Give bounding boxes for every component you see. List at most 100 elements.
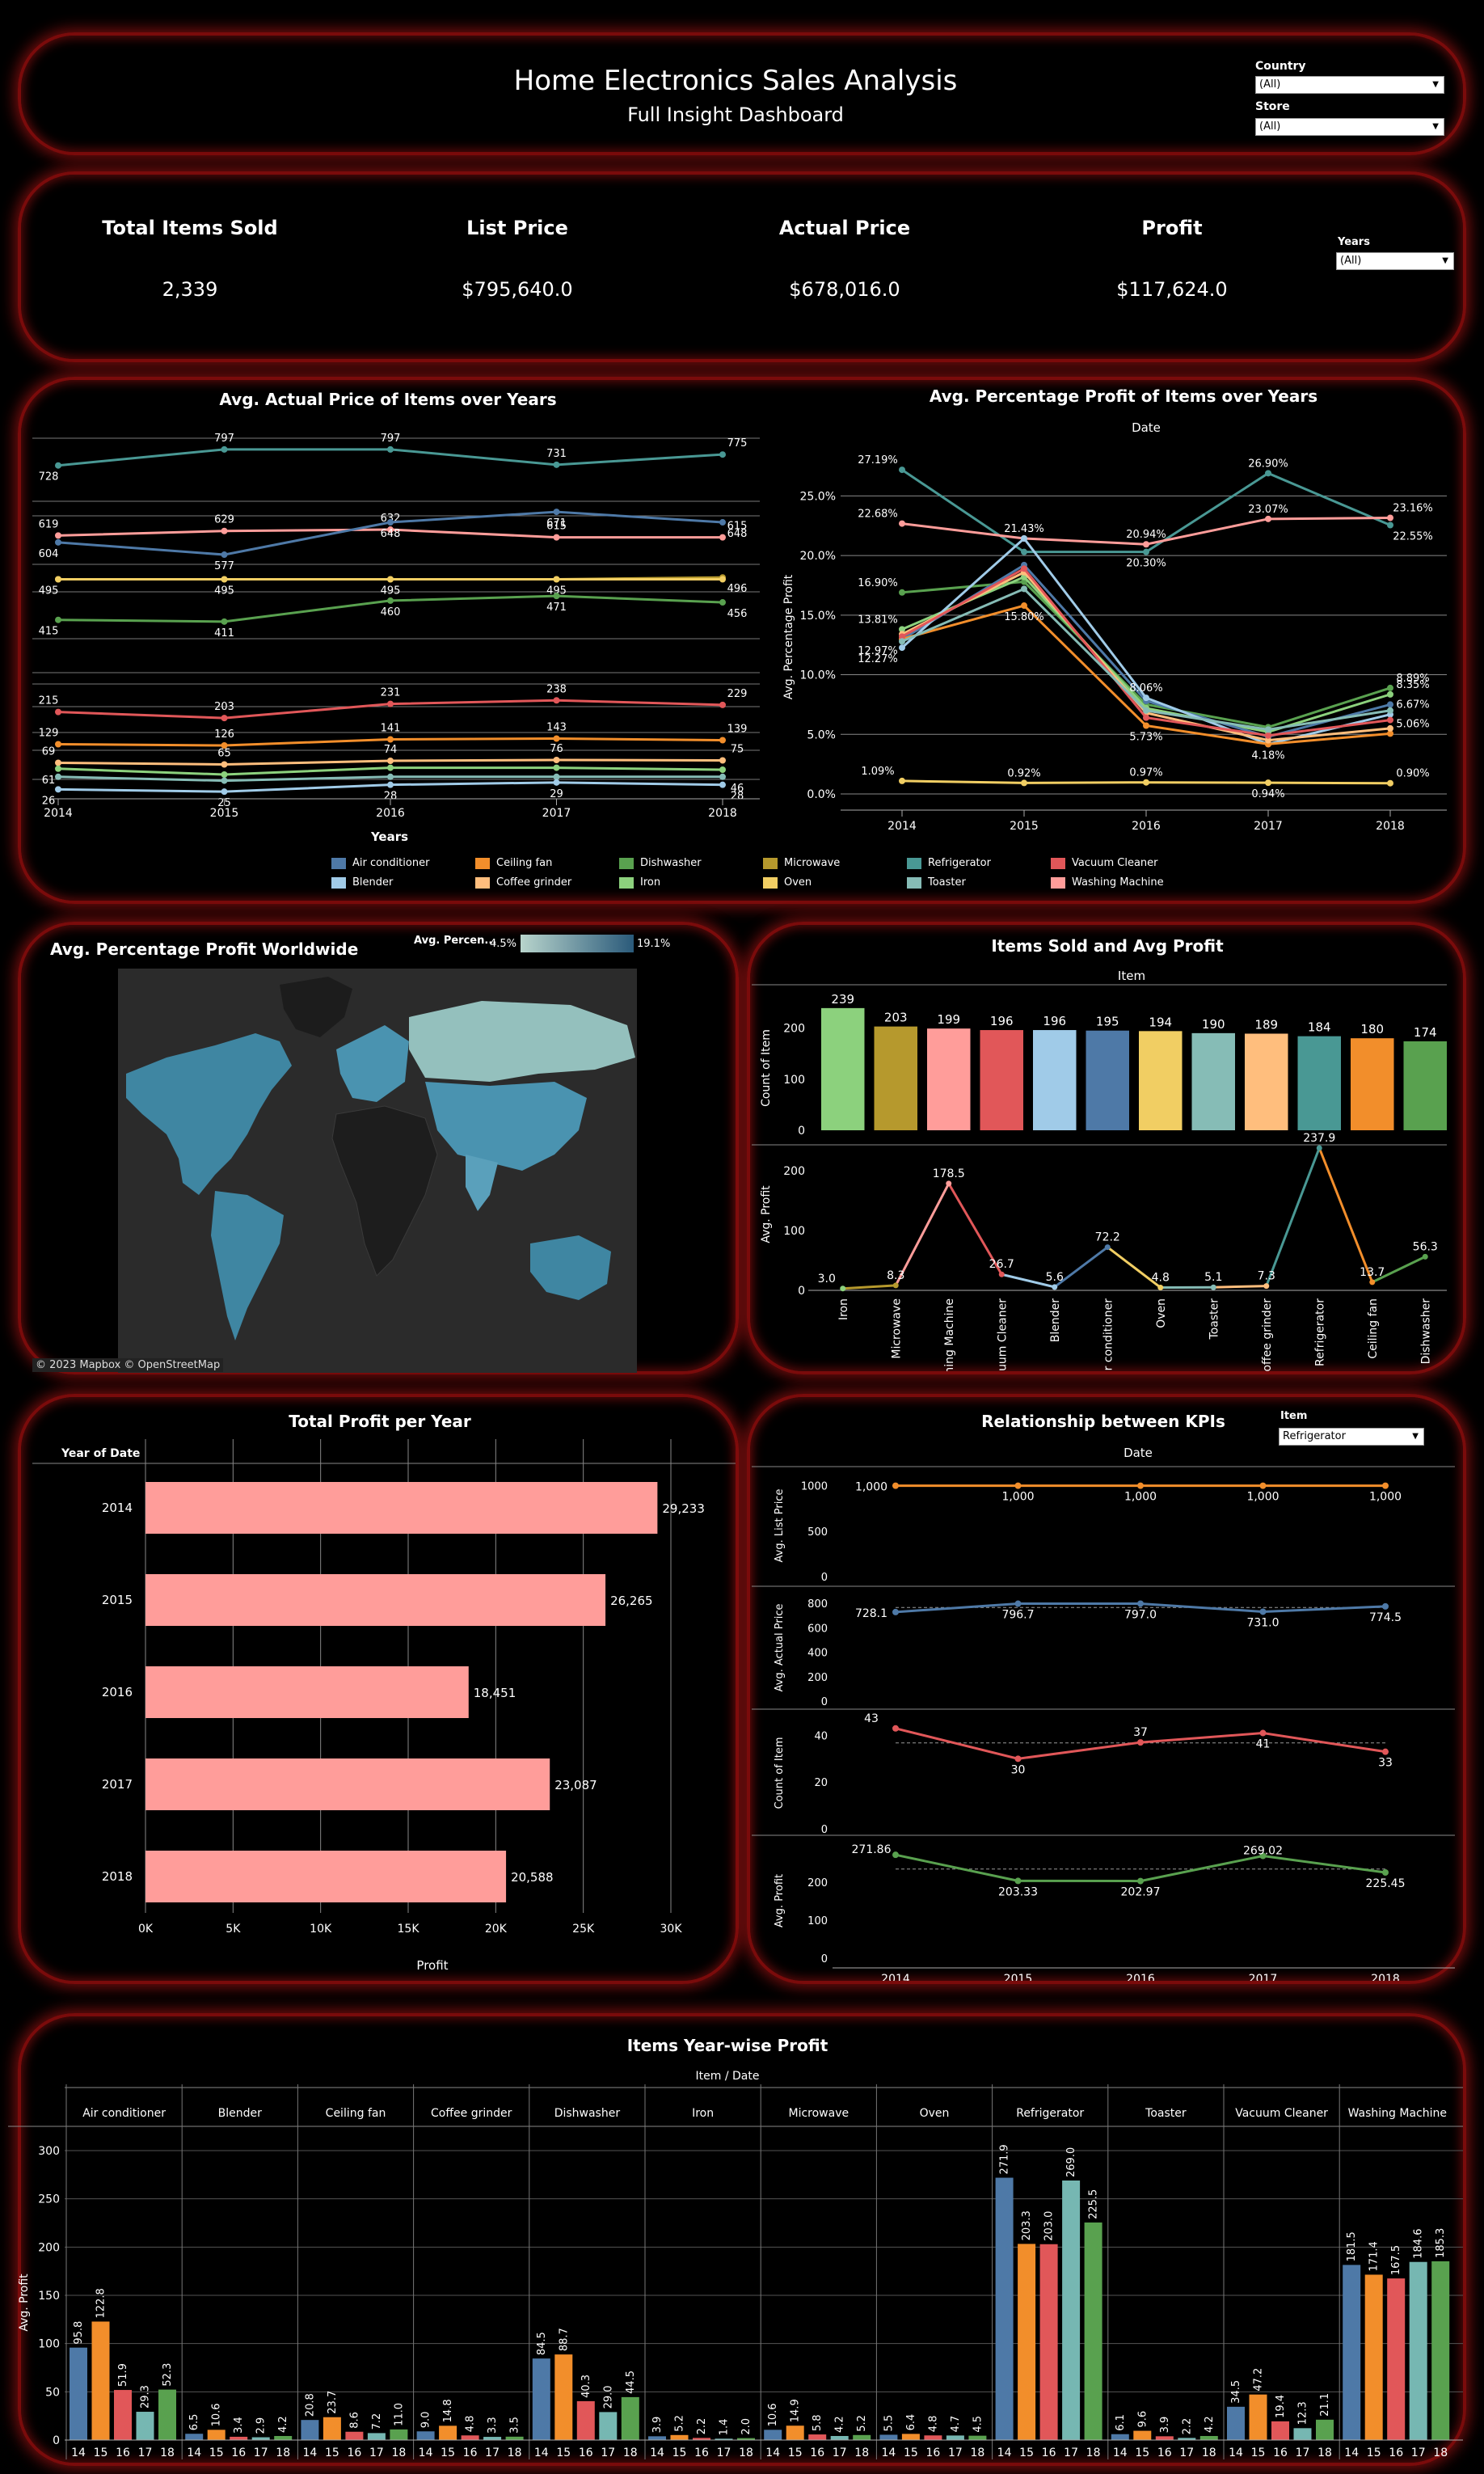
bar-ceiling-fan-14 <box>301 2420 319 2440</box>
data-label: 72.2 <box>1095 1231 1120 1244</box>
legend-label: Coffee grinder <box>496 876 572 889</box>
line-segment <box>1001 1273 1056 1289</box>
bar-vacuum-cleaner-16 <box>1271 2421 1289 2440</box>
legend-item-washing-machine[interactable]: Washing Machine <box>1051 876 1164 889</box>
data-label: 5.73% <box>1129 732 1162 744</box>
x-tick-label: 15 <box>1135 2447 1149 2459</box>
kpi-point <box>1137 1877 1144 1885</box>
point-washing-machine <box>719 534 726 541</box>
point-iron <box>719 766 726 773</box>
kpi-point <box>1014 1600 1022 1607</box>
bar-toaster-15 <box>1133 2430 1152 2440</box>
chevron-down-icon: ▼ <box>1432 122 1439 131</box>
legend-item-blender[interactable]: Blender <box>331 876 393 889</box>
legend-item-ceiling-fan[interactable]: Ceiling fan <box>475 857 552 869</box>
x-tick-label: 14 <box>1113 2447 1128 2459</box>
legend-item-vacuum-cleaner[interactable]: Vacuum Cleaner <box>1051 857 1158 869</box>
point-iron <box>1387 690 1393 698</box>
bar-value-label: 225.5 <box>1088 2189 1100 2219</box>
data-label: 21.43% <box>1004 523 1044 535</box>
kpi-profit-label: Profit <box>1141 217 1203 239</box>
store-filter-select[interactable]: (All) ▼ <box>1255 118 1444 136</box>
bar-value-label: 269.0 <box>1065 2147 1077 2177</box>
legend-item-iron[interactable]: Iron <box>619 876 660 889</box>
south-america-shape <box>211 1191 284 1340</box>
bar-dishwasher <box>1403 1041 1447 1130</box>
kpi-point <box>1014 1755 1022 1763</box>
data-label: 415 <box>39 626 59 638</box>
country-filter-select[interactable]: (All) ▼ <box>1255 76 1444 94</box>
point-toaster <box>899 638 905 645</box>
bar-ceiling-fan-16 <box>345 2431 364 2440</box>
legend-item-air-conditioner[interactable]: Air conditioner <box>331 857 429 869</box>
y-tick-label: 100 <box>38 2338 60 2351</box>
data-label: 1,000 <box>855 1481 887 1494</box>
bar-microwave-16 <box>808 2434 827 2440</box>
y-tick-label: 0 <box>821 1953 828 1965</box>
y-axis-label: Avg. Percentage Profit <box>782 574 795 699</box>
legend-item-oven[interactable]: Oven <box>763 876 812 889</box>
x-tick-label: Iron <box>837 1298 850 1320</box>
map-attribution[interactable]: © 2023 Mapbox © OpenStreetMap <box>32 1358 224 1372</box>
legend-label: Dishwasher <box>640 857 702 869</box>
point-air-conditioner <box>553 509 560 516</box>
years-filter-select[interactable]: (All) ▼ <box>1336 252 1454 270</box>
bar-value-label: 3.4 <box>233 2417 245 2434</box>
point-microwave <box>892 1282 899 1289</box>
bar-2017 <box>145 1758 550 1810</box>
legend-swatch <box>907 857 921 869</box>
x-tick-label: 16 <box>694 2447 709 2459</box>
y-tick-label: 2015 <box>102 1593 133 1607</box>
items-sold-panel <box>747 922 1466 1374</box>
point-blender <box>55 786 61 793</box>
data-label: 27.19% <box>858 454 898 467</box>
y-tick-label: 2014 <box>102 1501 133 1515</box>
bar-oven-18 <box>968 2435 987 2440</box>
australia-shape <box>530 1235 611 1300</box>
legend-item-toaster[interactable]: Toaster <box>907 876 966 889</box>
bar-oven-14 <box>879 2434 898 2440</box>
point-iron <box>55 765 61 772</box>
x-tick-label: 2015 <box>1004 1973 1033 1981</box>
x-tick-label: 2018 <box>708 807 737 820</box>
bar-value-label: 194 <box>1149 1015 1172 1029</box>
x-tick-label: 17 <box>138 2447 153 2459</box>
data-label: 33 <box>1378 1757 1393 1770</box>
world-map[interactable] <box>118 969 637 1373</box>
x-tick-label: 17 <box>833 2447 847 2459</box>
bar-dishwasher-15 <box>554 2354 573 2440</box>
line-segment <box>1265 1147 1321 1287</box>
point-toaster <box>221 777 228 784</box>
point-ceiling-fan <box>1143 722 1149 729</box>
legend-item-refrigerator[interactable]: Refrigerator <box>907 857 991 869</box>
point-ceiling-fan <box>1021 602 1027 610</box>
x-tick-label: 17 <box>1064 2447 1078 2459</box>
bar-value-label: 2.0 <box>740 2418 753 2435</box>
bar-value-label: 171.4 <box>1368 2241 1381 2271</box>
bar-iron <box>821 1007 865 1130</box>
kpi-point <box>1259 1729 1267 1737</box>
map-panel <box>18 922 739 1374</box>
bar-value-label: 6.1 <box>1115 2414 1127 2431</box>
data-label: 577 <box>214 560 234 572</box>
x-tick-label: 16 <box>1157 2447 1172 2459</box>
bar-microwave <box>874 1026 917 1130</box>
point-iron <box>221 771 228 778</box>
data-label: 1,000 <box>1246 1491 1279 1504</box>
point-washing-machine <box>946 1180 952 1187</box>
x-tick-label: 15 <box>904 2447 918 2459</box>
legend-item-coffee-grinder[interactable]: Coffee grinder <box>475 876 571 889</box>
x-tick-label: 20K <box>485 1923 508 1936</box>
point-dishwasher <box>719 599 726 606</box>
data-label: 648 <box>727 528 748 540</box>
legend-label: Microwave <box>784 857 841 869</box>
item-filter-select[interactable]: Refrigerator ▼ <box>1279 1428 1424 1446</box>
legend-item-microwave[interactable]: Microwave <box>763 857 840 869</box>
bar-value-label: 5.2 <box>674 2415 686 2432</box>
year-wise-panel <box>18 2013 1466 2466</box>
data-label: 0.97% <box>1129 767 1162 779</box>
dashboard-title: Home Electronics Sales Analysis <box>513 65 958 97</box>
bar-value-label: 3.3 <box>487 2417 499 2434</box>
legend-item-dishwasher[interactable]: Dishwasher <box>619 857 702 869</box>
y-tick-label: 2018 <box>102 1869 133 1884</box>
